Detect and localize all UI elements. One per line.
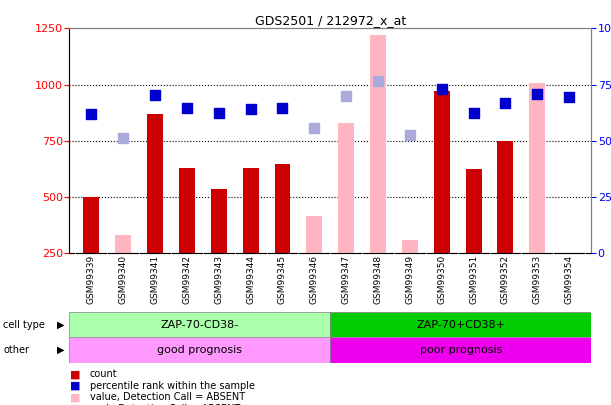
Bar — [370, 35, 386, 253]
Bar — [115, 235, 131, 253]
Text: ■: ■ — [70, 404, 81, 405]
Text: GSM99347: GSM99347 — [342, 255, 351, 304]
Bar — [529, 83, 545, 253]
Point — [532, 90, 542, 97]
Bar — [306, 216, 322, 253]
Text: GSM99341: GSM99341 — [150, 255, 159, 304]
Point — [214, 109, 224, 116]
Point — [86, 111, 96, 117]
Text: GSM99340: GSM99340 — [119, 255, 128, 304]
Text: poor prognosis: poor prognosis — [420, 345, 502, 355]
Text: GSM99342: GSM99342 — [183, 255, 191, 304]
Text: ■: ■ — [70, 369, 81, 379]
Text: GSM99352: GSM99352 — [501, 255, 510, 304]
Point — [342, 92, 351, 99]
Bar — [330, 337, 591, 363]
Text: GSM99351: GSM99351 — [469, 255, 478, 304]
Point — [277, 105, 287, 111]
Point — [246, 106, 255, 113]
Bar — [179, 168, 195, 253]
Text: other: other — [3, 345, 29, 355]
Point — [500, 99, 510, 106]
Text: GSM99346: GSM99346 — [310, 255, 319, 304]
Text: ZAP-70-CD38-: ZAP-70-CD38- — [161, 320, 239, 330]
Text: percentile rank within the sample: percentile rank within the sample — [90, 381, 255, 391]
Text: GSM99339: GSM99339 — [87, 255, 96, 304]
Bar — [147, 114, 163, 253]
Bar — [466, 169, 481, 253]
Bar — [338, 123, 354, 253]
Text: rank, Detection Call = ABSENT: rank, Detection Call = ABSENT — [90, 404, 240, 405]
Text: GSM99349: GSM99349 — [405, 255, 414, 304]
Text: ■: ■ — [70, 392, 81, 403]
Point — [437, 86, 447, 92]
Bar — [211, 189, 227, 253]
Point — [565, 94, 574, 100]
Point — [182, 105, 192, 111]
Bar — [274, 164, 290, 253]
Text: count: count — [90, 369, 117, 379]
Point — [469, 109, 478, 116]
Text: GSM99344: GSM99344 — [246, 255, 255, 304]
Point — [150, 92, 160, 98]
Text: GSM99350: GSM99350 — [437, 255, 446, 304]
Bar — [330, 312, 591, 337]
Text: ZAP-70+CD38+: ZAP-70+CD38+ — [416, 320, 505, 330]
Point — [119, 135, 128, 142]
Bar — [243, 168, 258, 253]
Text: GSM99353: GSM99353 — [533, 255, 542, 304]
Point — [309, 125, 319, 132]
Title: GDS2501 / 212972_x_at: GDS2501 / 212972_x_at — [255, 14, 406, 27]
Text: ▶: ▶ — [57, 320, 64, 330]
Bar — [434, 91, 450, 253]
Text: GSM99348: GSM99348 — [373, 255, 382, 304]
Text: GSM99345: GSM99345 — [278, 255, 287, 304]
Text: cell type: cell type — [3, 320, 45, 330]
Point — [405, 132, 415, 139]
Bar — [497, 141, 513, 253]
Text: GSM99343: GSM99343 — [214, 255, 223, 304]
Bar — [402, 240, 418, 253]
Point — [373, 78, 383, 84]
Bar — [69, 312, 330, 337]
Text: value, Detection Call = ABSENT: value, Detection Call = ABSENT — [90, 392, 245, 403]
Text: good prognosis: good prognosis — [157, 345, 242, 355]
Text: ■: ■ — [70, 381, 81, 391]
Bar — [69, 337, 330, 363]
Text: GSM99354: GSM99354 — [565, 255, 574, 304]
Bar — [83, 197, 100, 253]
Text: ▶: ▶ — [57, 345, 64, 355]
